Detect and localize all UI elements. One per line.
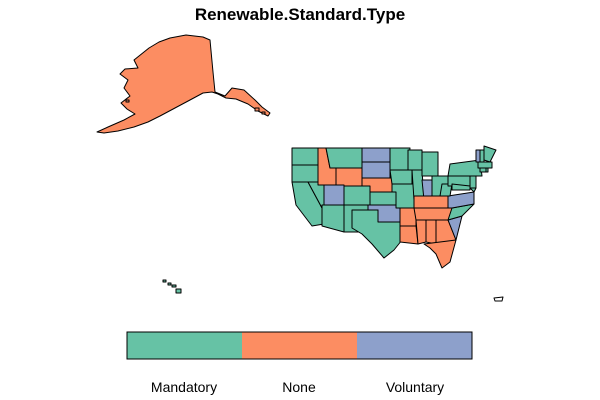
legend: Mandatory None Voluntary	[126, 331, 473, 395]
legend-label-mandatory: Mandatory	[151, 379, 217, 395]
island-marker	[493, 296, 504, 302]
arizona-state	[321, 204, 345, 233]
washington-state	[291, 147, 319, 166]
arkansas-state	[399, 207, 417, 227]
virginia-state	[447, 191, 475, 209]
montana-state	[325, 147, 363, 169]
iowa-state	[389, 169, 413, 185]
tennessee-state	[413, 207, 455, 221]
louisiana-state	[399, 225, 419, 245]
alaska-region	[96, 34, 271, 134]
legend-label-voluntary: Voluntary	[386, 379, 444, 395]
contiguous-us	[291, 145, 497, 269]
legend-label-none: None	[282, 379, 316, 395]
north-dakota-state	[361, 147, 391, 163]
kansas-state	[369, 191, 397, 206]
legend-border	[126, 331, 473, 360]
mississippi-state	[415, 219, 427, 245]
new-hampshire-state	[479, 149, 485, 163]
map-title: Renewable.Standard.Type	[195, 5, 405, 24]
wyoming-state	[335, 167, 363, 187]
michigan-state	[421, 151, 439, 177]
new-jersey-state	[469, 175, 477, 189]
connecticut-state	[479, 167, 487, 173]
colorado-state	[343, 185, 371, 206]
utah-state	[323, 184, 345, 206]
alabama-state	[425, 219, 437, 245]
alaska-islands	[125, 99, 266, 115]
wisconsin-state	[407, 149, 423, 171]
florida-state	[423, 239, 457, 269]
oregon-state	[291, 164, 319, 183]
delaware-state	[469, 187, 477, 193]
legend-swatch-mandatory	[127, 332, 242, 359]
kentucky-state	[413, 195, 451, 209]
legend-swatch-none	[242, 332, 357, 359]
minnesota-state	[389, 147, 411, 171]
legend-swatch-voluntary	[357, 332, 472, 359]
south-dakota-state	[361, 161, 391, 179]
texas-state	[351, 209, 403, 259]
vermont-state	[475, 149, 481, 163]
maryland-state	[451, 183, 471, 191]
massachusetts-state	[477, 161, 493, 169]
rhode-island-state	[485, 167, 489, 173]
new-york-state	[447, 159, 483, 177]
maine-state	[483, 145, 497, 163]
hawaii-region	[162, 279, 182, 294]
